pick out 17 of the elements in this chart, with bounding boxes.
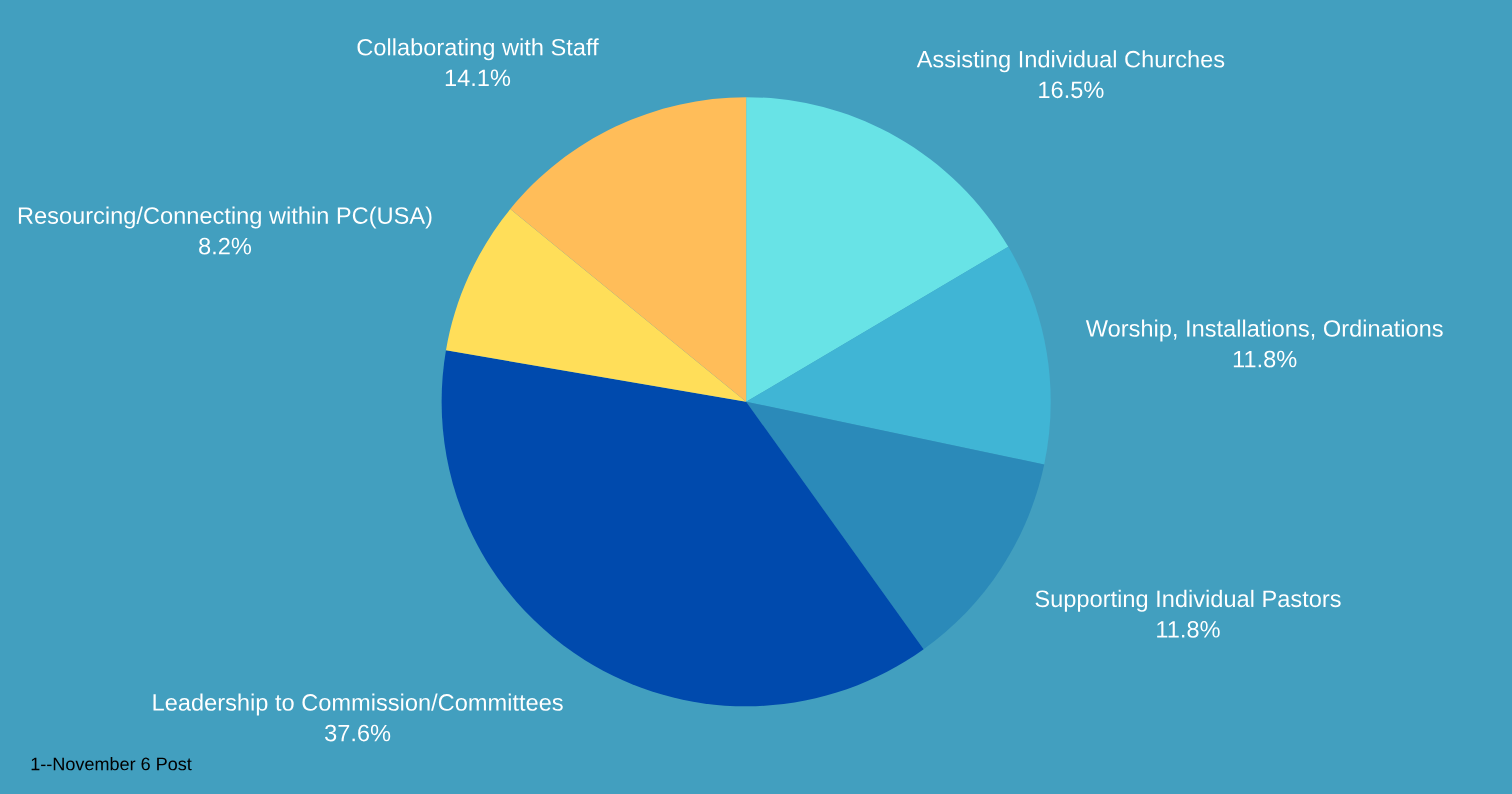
pie-slice <box>510 97 747 402</box>
data-label: 37.6% <box>325 724 391 742</box>
data-label: 8.2% <box>199 237 252 255</box>
data-label: 16.5% <box>1039 81 1104 99</box>
data-label: 14.1% <box>445 69 511 87</box>
text: 1--November 6 Post <box>31 757 192 771</box>
pie-slice <box>746 97 1009 402</box>
slice-label: Resourcing/Connecting within PC(USA) <box>18 206 432 229</box>
slice-label: Leadership to Commission/Committees <box>153 693 563 716</box>
slice-label: Collaborating with Staff <box>357 38 599 61</box>
pie-slice <box>445 209 747 402</box>
data-label: 11.8% <box>1157 621 1220 638</box>
data-label: 11.8% <box>1233 350 1297 368</box>
slice-label: Worship, Installations, Ordinations <box>1085 319 1443 342</box>
pie-slice <box>746 246 1051 465</box>
slice-label: Assisting Individual Churches <box>916 50 1225 73</box>
slice-label: Supporting Individual Pastors <box>1035 589 1341 612</box>
